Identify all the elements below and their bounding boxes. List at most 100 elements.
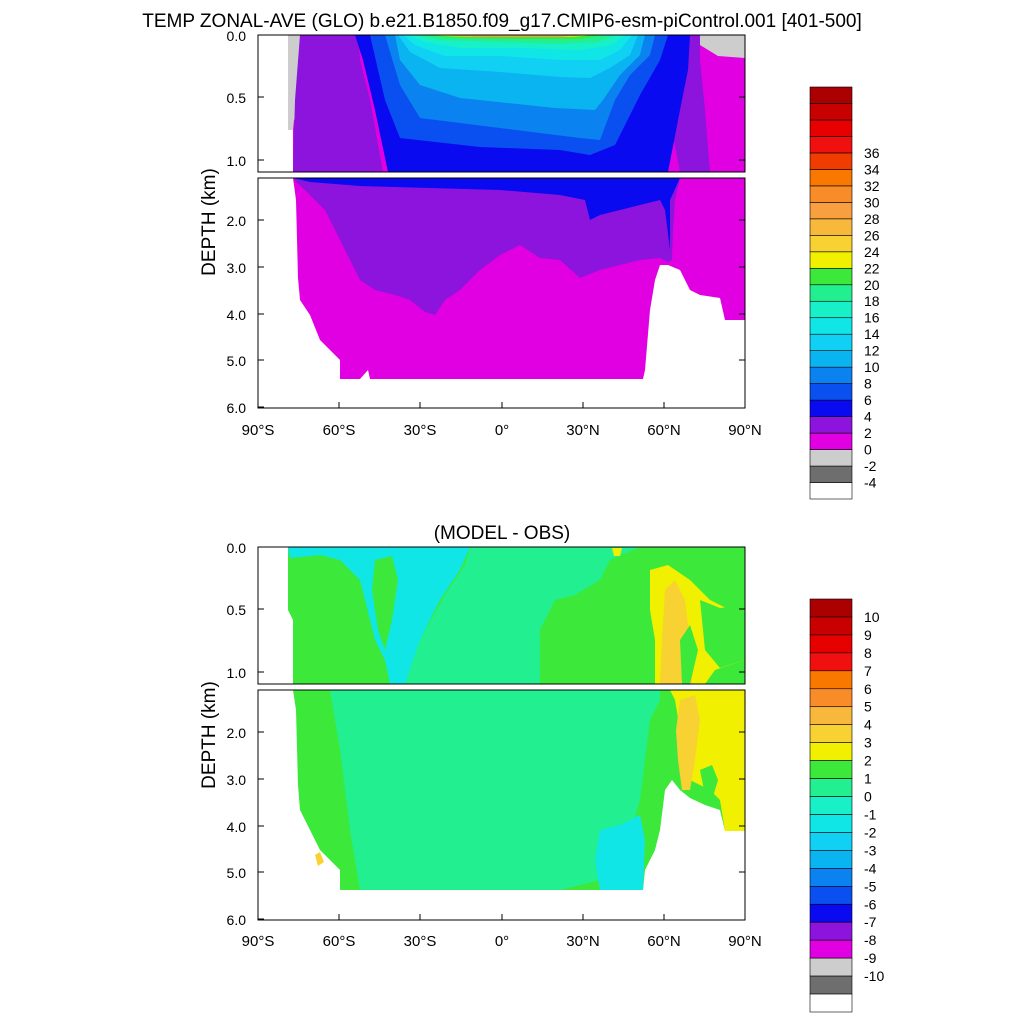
colorbar-label: 0 xyxy=(864,789,872,805)
colorbar-swatch xyxy=(809,152,853,170)
x-tick-label-60N: 60°N xyxy=(647,422,681,439)
lower-field-diff xyxy=(258,690,745,920)
y-tick-label-2.0: 2.0 xyxy=(227,725,247,741)
colorbar-swatch xyxy=(809,185,853,203)
colorbar-swatch xyxy=(809,267,853,286)
colorbar-swatch xyxy=(809,903,853,923)
colorbar-swatch xyxy=(809,218,853,236)
upper-frame-diff xyxy=(257,546,746,685)
colorbar-label: -2 xyxy=(864,824,877,840)
colorbar-swatch xyxy=(809,482,853,500)
colorbar-swatch xyxy=(809,832,853,851)
colorbar-swatch xyxy=(809,939,853,959)
colorbar-label: 24 xyxy=(864,244,880,260)
colorbar-swatch xyxy=(809,778,853,797)
x-tick-label-30S: 30°S xyxy=(404,422,437,439)
colorbar-label: 6 xyxy=(864,681,872,697)
colorbar-label: 2 xyxy=(864,753,872,769)
colorbar-swatch xyxy=(809,202,853,220)
colorbar-label: 4 xyxy=(864,409,872,425)
colorbar-swatch xyxy=(809,432,853,450)
colorbar-label: -2 xyxy=(864,458,877,474)
colorbar-swatch xyxy=(809,119,853,137)
colorbar-label: 22 xyxy=(864,260,880,276)
colorbar-label: 9 xyxy=(864,627,872,643)
colorbar-label: 6 xyxy=(864,392,872,408)
colorbar-label: 10 xyxy=(864,359,880,375)
colorbar-label: 1 xyxy=(864,771,872,787)
colorbar-label: 12 xyxy=(864,343,880,359)
colorbar-label: -1 xyxy=(864,806,877,822)
colorbar-label: -10 xyxy=(864,968,884,984)
y-tick-label-2.0: 2.0 xyxy=(227,213,247,229)
colorbar-label: 30 xyxy=(864,194,880,210)
x-tick-label-60N: 60°N xyxy=(647,933,681,950)
x-tick-label-90S: 90°S xyxy=(242,422,275,439)
y-tick-label-5.0: 5.0 xyxy=(227,353,247,369)
colorbar-label: 8 xyxy=(864,645,872,661)
colorbar-label: 32 xyxy=(864,178,880,194)
x-tick-label-30N: 30°N xyxy=(566,933,600,950)
colorbar-label: 0 xyxy=(864,442,872,458)
colorbar-swatch xyxy=(809,921,853,941)
x-tick-label-90N: 90°N xyxy=(728,933,762,950)
colorbar-swatch xyxy=(809,284,853,302)
colorbar-label: -5 xyxy=(864,878,877,894)
colorbar-label: 8 xyxy=(864,376,872,392)
y-axis-label-diff: DEPTH (km) xyxy=(199,681,220,789)
x-tick-label-30N: 30°N xyxy=(566,422,600,439)
colorbar-label: 18 xyxy=(864,293,880,309)
y-axis-label-temp: DEPTH (km) xyxy=(199,168,220,276)
colorbar-swatch xyxy=(809,616,853,636)
colorbar-label: 3 xyxy=(864,735,872,751)
x-tick-label-60S: 60°S xyxy=(323,422,356,439)
x-tick-label-90N: 90°N xyxy=(728,422,762,439)
colorbar-swatch xyxy=(809,251,853,269)
colorbar-swatch xyxy=(809,975,853,995)
y-tick-label-1.0: 1.0 xyxy=(227,153,247,169)
colorbar-label: -9 xyxy=(864,950,877,966)
colorbar-swatch xyxy=(809,796,853,815)
colorbar-label: 34 xyxy=(864,161,880,177)
x-tick-label-90S: 90°S xyxy=(242,933,275,950)
lower-field-temp xyxy=(258,178,745,408)
title-diff: (MODEL - OBS) xyxy=(434,523,571,544)
colorbar-swatch xyxy=(809,652,853,672)
colorbar-label: -4 xyxy=(864,860,877,876)
x-tick-label-30S: 30°S xyxy=(404,933,437,950)
x-axis-temp: 90°S 60°S 30°S 0° 30°N 60°N 90°N xyxy=(242,402,762,439)
upper-field-temp xyxy=(258,35,745,172)
colorbar-swatch xyxy=(809,850,853,869)
y-tick-label-0.0: 0.0 xyxy=(227,28,247,44)
colorbar-swatch xyxy=(809,416,853,434)
y-tick-label-0.5: 0.5 xyxy=(227,602,247,618)
colorbar-swatch xyxy=(809,350,853,368)
colorbar-label: 4 xyxy=(864,717,872,733)
colorbar-label: 2 xyxy=(864,425,872,441)
colorbar-swatch xyxy=(809,399,853,417)
colorbar-swatch xyxy=(809,333,853,351)
y-axis-temp: DEPTH (km) 0.0 0.5 1.0 2.0 3.0 4.0 5.0 6… xyxy=(199,28,745,416)
colorbar-swatch xyxy=(809,103,853,121)
colorbar-label: 7 xyxy=(864,663,872,679)
colorbar-label: 10 xyxy=(864,609,880,625)
colorbar-label: 26 xyxy=(864,227,880,243)
y-tick-label-1.0: 1.0 xyxy=(227,665,247,681)
colorbar-swatch xyxy=(809,169,853,187)
colorbar-label: 20 xyxy=(864,277,880,293)
colorbar-swatch xyxy=(809,886,853,905)
colorbar-label: 36 xyxy=(864,145,880,161)
x-tick-label-0: 0° xyxy=(495,422,509,439)
upper-field-diff xyxy=(258,547,745,684)
colorbar-swatch xyxy=(809,706,853,725)
y-tick-label-6.0: 6.0 xyxy=(227,400,247,416)
y-tick-label-0.5: 0.5 xyxy=(227,90,247,106)
title-temp: TEMP ZONAL-AVE (GLO) b.e21.B1850.f09_g17… xyxy=(142,11,862,32)
y-tick-label-4.0: 4.0 xyxy=(227,307,247,323)
colorbar-swatch xyxy=(809,383,853,401)
upper-frame-temp xyxy=(257,34,746,173)
y-tick-label-3.0: 3.0 xyxy=(227,772,247,788)
colorbar-label: -7 xyxy=(864,914,877,930)
